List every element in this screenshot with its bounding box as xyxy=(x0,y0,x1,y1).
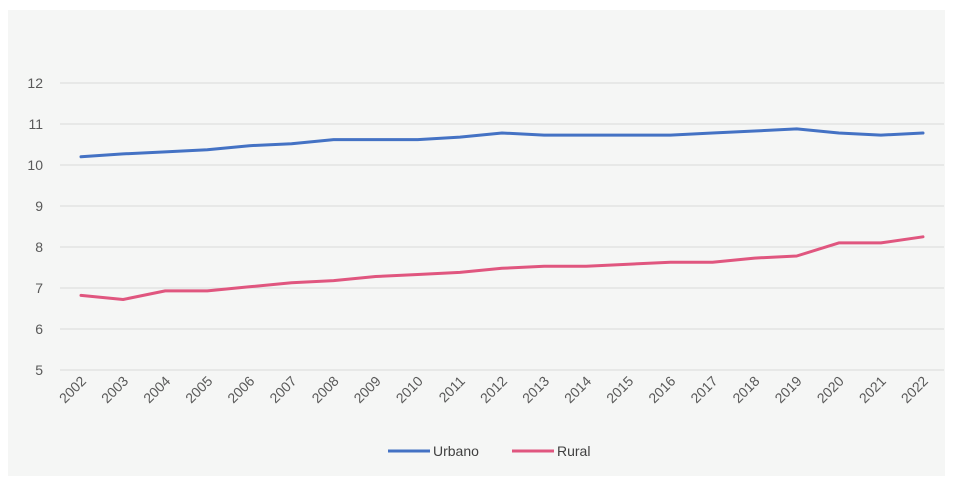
x-tick-label: 2011 xyxy=(435,373,468,406)
y-tick-label: 11 xyxy=(28,116,43,132)
y-tick-label: 6 xyxy=(35,321,43,337)
x-tick-label: 2007 xyxy=(266,373,299,406)
x-tick-label: 2019 xyxy=(771,373,804,406)
x-tick-label: 2009 xyxy=(350,373,383,406)
x-tick-label: 2015 xyxy=(603,373,636,406)
legend-label-urbano: Urbano xyxy=(433,443,479,459)
legend-label-rural: Rural xyxy=(557,443,590,459)
x-tick-label: 2004 xyxy=(140,373,173,406)
x-tick-label: 2013 xyxy=(519,373,552,406)
x-tick-label: 2022 xyxy=(898,373,931,406)
x-tick-label: 2005 xyxy=(182,373,215,406)
x-tick-label: 2008 xyxy=(308,373,341,406)
x-tick-label: 2003 xyxy=(98,373,131,406)
series-line-rural xyxy=(79,235,925,301)
x-tick-label: 2006 xyxy=(224,373,257,406)
line-chart: 5 6 7 8 9 10 11 12 2002 2003 2004 2005 2006 2007 2008 2… xyxy=(27,75,944,459)
y-tick-label: 10 xyxy=(27,157,43,173)
chart-area: 5 6 7 8 9 10 11 12 2002 2003 2004 2005 2006 2007 2008 2… xyxy=(8,10,945,476)
y-tick-label: 5 xyxy=(35,362,43,378)
y-tick-label: 7 xyxy=(35,280,43,296)
x-tick-label: 2018 xyxy=(729,373,762,406)
x-tick-label: 2010 xyxy=(393,373,426,406)
x-tick-label: 2002 xyxy=(56,373,89,406)
x-tick-label: 2012 xyxy=(477,373,510,406)
y-tick-label: 8 xyxy=(35,239,43,255)
x-tick-label: 2020 xyxy=(814,373,847,406)
x-tick-label: 2016 xyxy=(645,373,678,406)
x-tick-label: 2014 xyxy=(561,373,594,406)
series-line-urbano xyxy=(79,127,925,159)
x-tick-label: 2021 xyxy=(856,373,889,406)
x-tick-label: 2017 xyxy=(687,373,720,406)
y-tick-label: 9 xyxy=(35,198,43,214)
y-tick-label: 12 xyxy=(27,75,43,91)
